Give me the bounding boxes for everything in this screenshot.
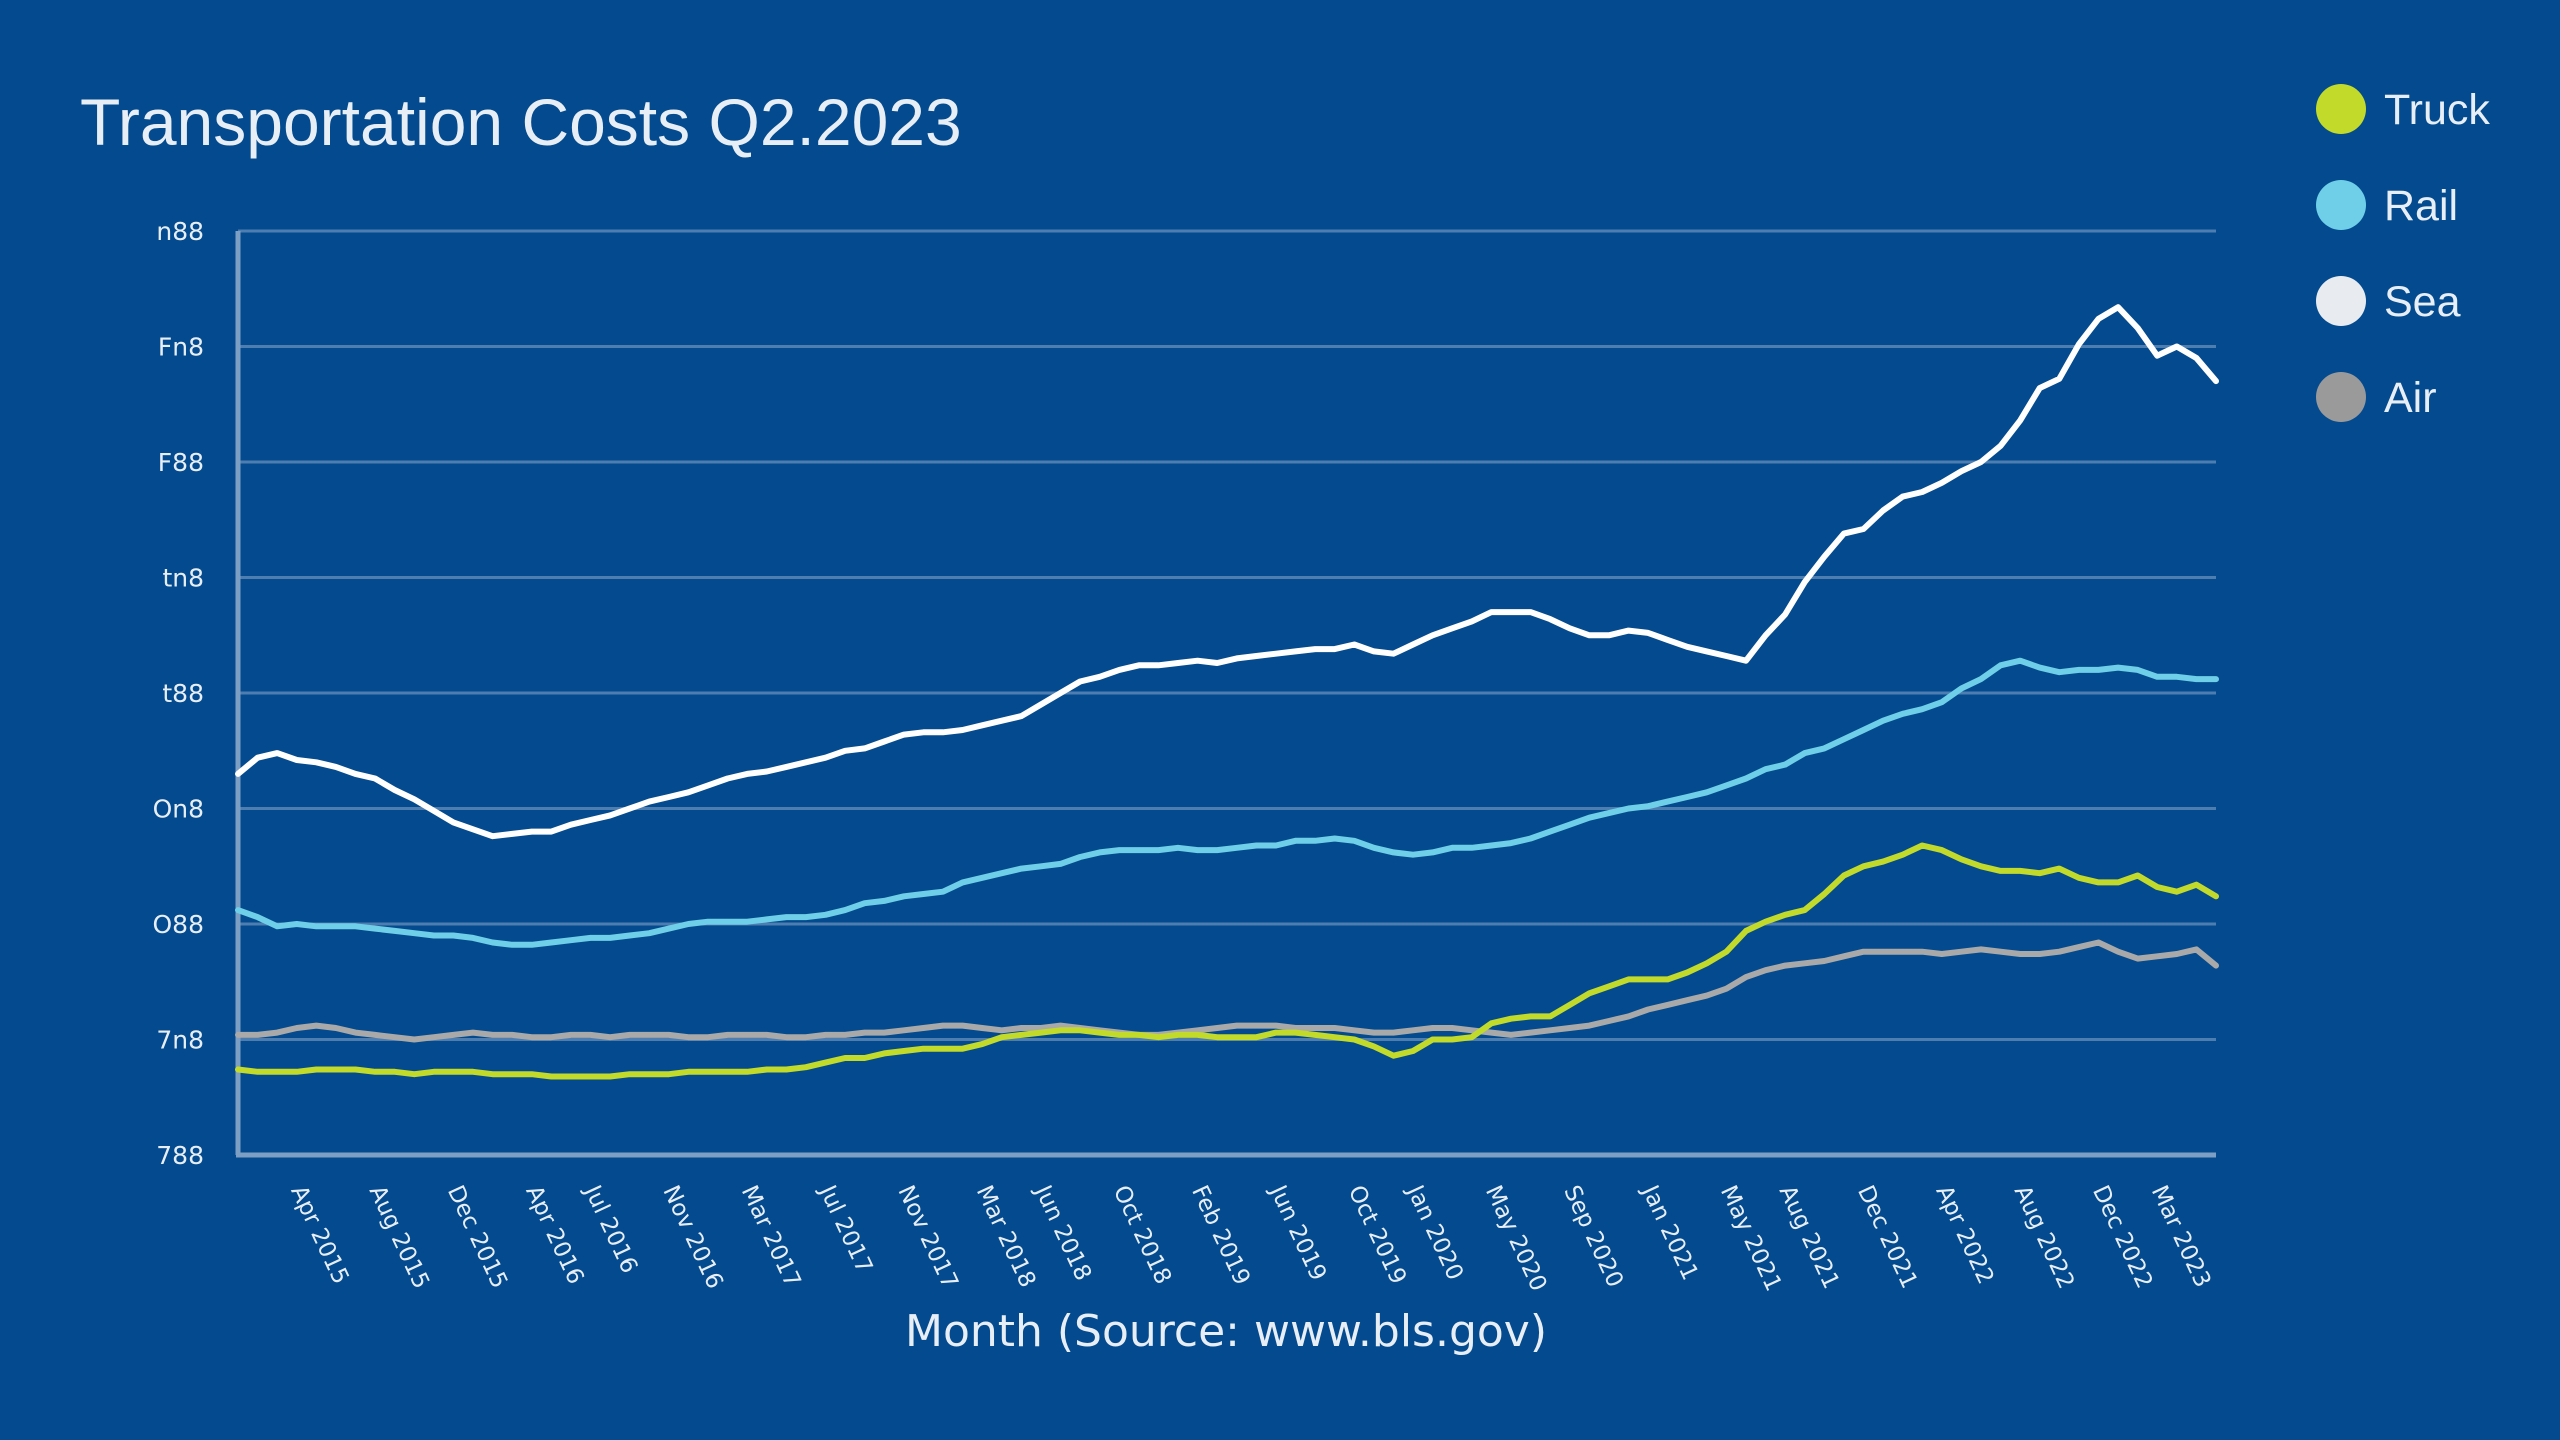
y-tick-label: t88 bbox=[162, 679, 204, 708]
x-tick-label: Dec 2015 bbox=[442, 1182, 512, 1293]
x-tick-label: Feb 2019 bbox=[1186, 1182, 1255, 1290]
x-tick-label: Aug 2021 bbox=[1774, 1182, 1844, 1293]
y-tick-label: Fn8 bbox=[158, 333, 204, 362]
legend-item-rail: Rail bbox=[2316, 176, 2536, 236]
x-tick-label: Apr 2016 bbox=[520, 1182, 588, 1289]
legend-label-truck: Truck bbox=[2384, 86, 2490, 134]
x-tick-label: Jun 2018 bbox=[1029, 1180, 1096, 1285]
y-tick-label: 788 bbox=[156, 1141, 204, 1170]
grid-lines bbox=[238, 229, 2216, 1041]
series-line-rail bbox=[235, 657, 2219, 948]
legend-swatch-sea bbox=[2316, 276, 2366, 326]
x-tick-label: Jun 2019 bbox=[1264, 1180, 1331, 1285]
x-tick-label: Aug 2022 bbox=[2009, 1182, 2079, 1293]
x-tick-label: Aug 2015 bbox=[364, 1182, 434, 1293]
legend-item-sea: Sea bbox=[2316, 272, 2536, 332]
x-tick-label: Jul 2016 bbox=[578, 1180, 642, 1278]
legend-label-air: Air bbox=[2384, 374, 2437, 422]
y-tick-labels: 788 7n8 O88 On8 t88 tn8 F88 Fn8 n88 bbox=[153, 217, 205, 1170]
x-tick-label: Jan 2020 bbox=[1401, 1180, 1468, 1285]
legend-swatch-air bbox=[2316, 372, 2366, 422]
series-lines bbox=[235, 304, 2219, 1080]
x-tick-label: Nov 2016 bbox=[657, 1182, 727, 1293]
x-tick-label: Apr 2022 bbox=[1930, 1182, 1998, 1289]
y-tick-label: n88 bbox=[156, 217, 204, 246]
legend-item-truck: Truck bbox=[2316, 80, 2536, 140]
x-tick-label: Oct 2018 bbox=[1108, 1182, 1176, 1289]
legend-item-air: Air bbox=[2316, 368, 2536, 428]
legend-swatch-truck bbox=[2316, 84, 2366, 134]
legend-label-rail: Rail bbox=[2384, 182, 2459, 230]
x-tick-label: Mar 2018 bbox=[971, 1182, 1041, 1292]
x-tick-label: Apr 2015 bbox=[285, 1182, 353, 1289]
x-tick-label: Mar 2017 bbox=[736, 1182, 806, 1292]
x-tick-label: Oct 2019 bbox=[1343, 1182, 1411, 1289]
x-tick-label: Dec 2022 bbox=[2087, 1182, 2157, 1293]
y-tick-label: 7n8 bbox=[156, 1026, 204, 1055]
x-tick-label: Dec 2021 bbox=[1852, 1182, 1922, 1293]
y-tick-label: On8 bbox=[153, 795, 204, 824]
y-tick-label: tn8 bbox=[162, 564, 204, 593]
x-tick-label: Sep 2020 bbox=[1558, 1182, 1628, 1292]
legend-swatch-rail bbox=[2316, 180, 2366, 230]
x-tick-label: May 2020 bbox=[1480, 1182, 1551, 1296]
x-tick-label: Nov 2017 bbox=[892, 1182, 962, 1293]
x-tick-label: Jul 2017 bbox=[813, 1180, 877, 1278]
series-line-sea bbox=[235, 304, 2219, 840]
series-line-truck bbox=[235, 842, 2219, 1080]
series-line-air bbox=[235, 939, 2219, 1043]
x-axis-label: Month (Source: www.bls.gov) bbox=[905, 1306, 1547, 1357]
chart-title: Transportation Costs Q2.2023 bbox=[80, 85, 962, 159]
y-tick-label: O88 bbox=[153, 910, 205, 939]
x-tick-label: May 2021 bbox=[1715, 1182, 1786, 1296]
y-tick-label: F88 bbox=[158, 448, 204, 477]
x-tick-label: Jan 2021 bbox=[1636, 1180, 1703, 1285]
x-tick-label: Mar 2023 bbox=[2146, 1182, 2216, 1292]
legend-label-sea: Sea bbox=[2384, 278, 2461, 326]
